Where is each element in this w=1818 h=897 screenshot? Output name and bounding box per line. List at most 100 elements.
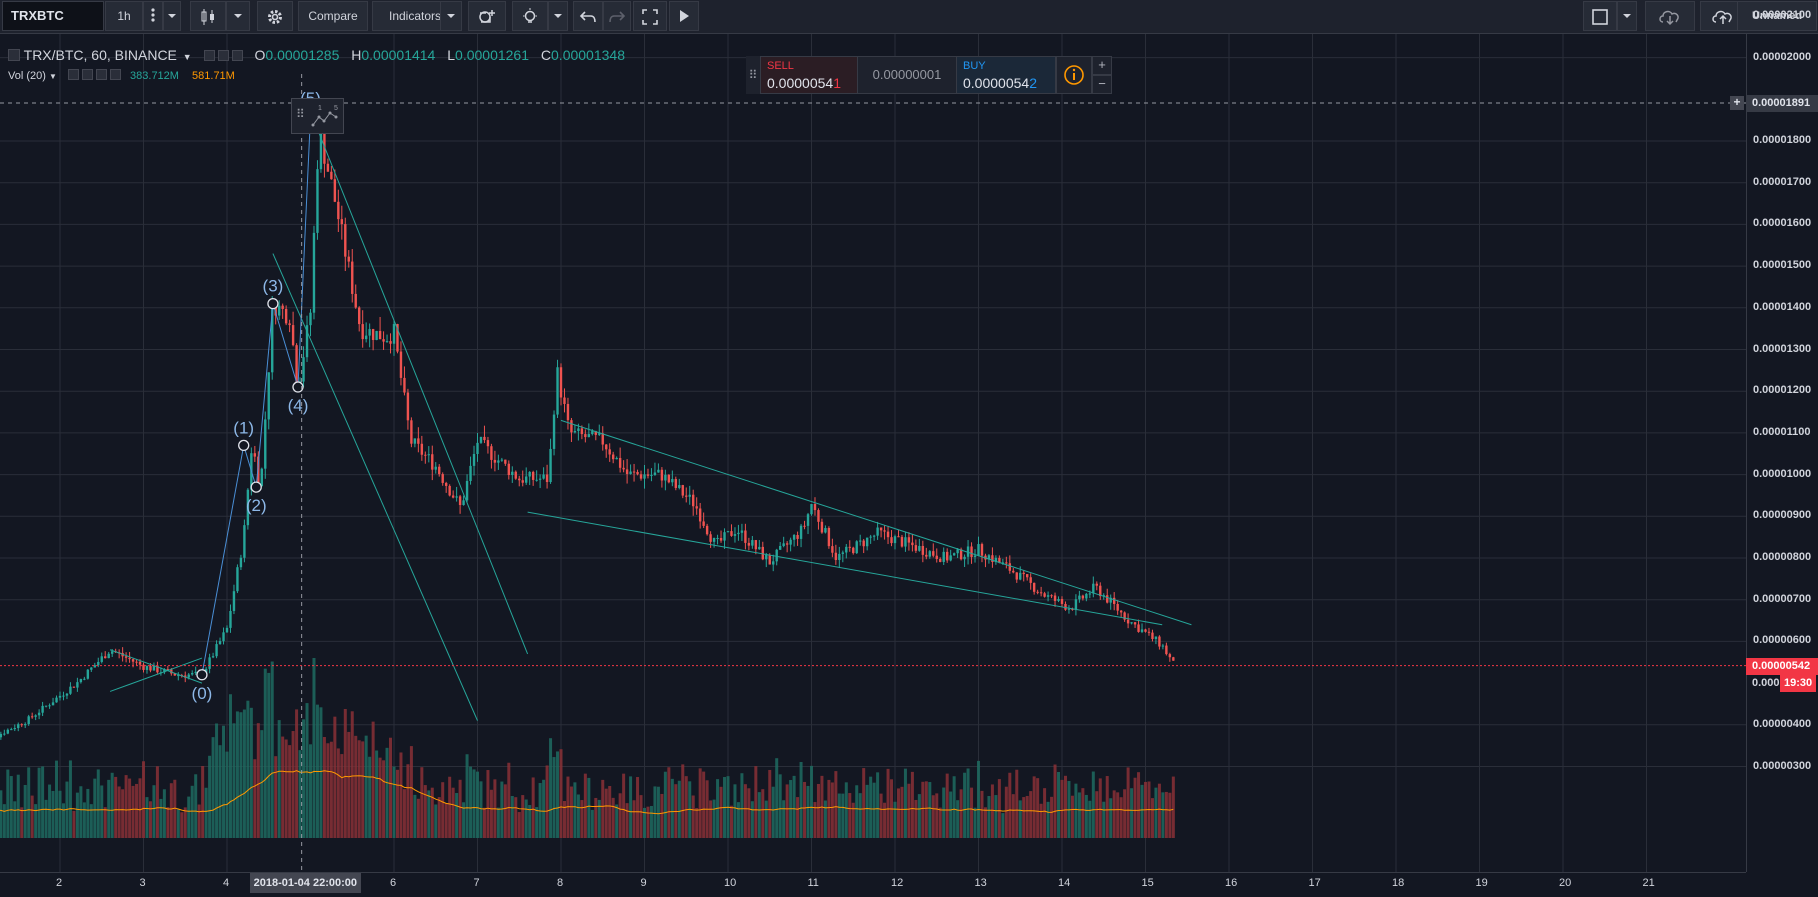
symbol-title[interactable]: TRX/BTC, 60, BINANCE (23, 47, 177, 63)
more-small-icon[interactable] (95, 69, 107, 80)
undo-button[interactable] (573, 1, 603, 31)
volume-bar (82, 802, 86, 838)
drawing-toolbar[interactable]: ⠿ 1 5 (291, 98, 344, 134)
volume-bar (1022, 797, 1026, 838)
chevron-down-icon[interactable]: ▼ (182, 52, 192, 62)
close-small-icon[interactable] (231, 50, 243, 61)
candle-body (935, 555, 938, 559)
add-plus-icon[interactable]: + (1730, 96, 1744, 111)
volume-bar (145, 797, 149, 838)
candle-body (100, 656, 103, 662)
volume-bar (566, 776, 570, 838)
time-axis[interactable]: 2 3 4 6 7 8 9 10 11 12 13 14 15 16 17 18 19 20 21 (0, 872, 1746, 897)
volume-bar (476, 771, 479, 838)
price-axis-label: 0.00001600 (1753, 217, 1812, 230)
candle-body (1060, 599, 1064, 604)
drag-handle-icon[interactable]: ⠿ (296, 107, 305, 121)
decrease-quantity-button[interactable]: − (1092, 75, 1112, 94)
candle-body (921, 545, 925, 555)
settings-small-icon[interactable] (81, 69, 93, 80)
candle-body (427, 454, 430, 456)
candle-body (76, 682, 79, 688)
volume-bar (225, 751, 229, 838)
volume-bar (1008, 772, 1012, 838)
chevron-down-icon[interactable]: ▼ (48, 72, 57, 81)
compare-button[interactable]: Compare (298, 1, 368, 31)
volume-bar (30, 795, 34, 838)
volume-bar (531, 777, 535, 838)
collapse-legend-icon[interactable] (8, 49, 20, 61)
interval-dropdown-button[interactable] (163, 1, 181, 31)
volume-bar (169, 783, 173, 838)
eye-icon[interactable] (203, 50, 215, 61)
volume-bar (462, 802, 466, 838)
cloud-upload-icon (1712, 10, 1732, 24)
load-layout-button[interactable] (1645, 1, 1695, 31)
fullscreen-button[interactable] (633, 1, 667, 31)
buy-button[interactable]: BUY 0.00000542 (956, 56, 1056, 94)
candle-body (639, 474, 643, 479)
price-chart[interactable]: (0)(1)(2)(3)(4)(5) (0, 34, 1746, 872)
volume-bar (966, 768, 970, 838)
chevron-down-icon (168, 14, 176, 18)
candle-body (573, 431, 577, 433)
sell-button[interactable]: SELL 0.00000541 (760, 56, 858, 94)
close-label: C (540, 47, 552, 63)
symbol-search-input[interactable]: TRXBTC (2, 1, 104, 31)
info-button[interactable] (1056, 56, 1092, 94)
redo-button[interactable] (603, 1, 631, 31)
ideas-dropdown-button[interactable] (548, 1, 568, 31)
layout-name-button[interactable]: Unnamed (1737, 1, 1817, 31)
candle-body (904, 537, 907, 547)
chart-style-dropdown-button[interactable] (226, 1, 250, 31)
volume-bar (559, 749, 563, 838)
volume-bar (222, 725, 226, 838)
increase-quantity-button[interactable]: + (1092, 56, 1112, 75)
candle-body (1099, 585, 1102, 597)
candle-body (225, 627, 229, 633)
candle-body (1005, 562, 1008, 564)
interval-menu-button[interactable] (143, 1, 163, 31)
volume-bar (253, 759, 257, 838)
drag-handle-icon[interactable]: ⠿ (746, 56, 760, 94)
candle-body (55, 697, 58, 703)
add-alert-icon (479, 10, 495, 23)
alert-button[interactable] (468, 1, 506, 31)
indicators-dropdown-button[interactable] (440, 1, 462, 31)
candle-body (577, 428, 580, 432)
candle-body (222, 632, 225, 642)
replay-button[interactable] (669, 1, 699, 31)
candle-body (413, 438, 417, 444)
ideas-button[interactable] (512, 1, 548, 31)
volume-bar (590, 809, 594, 838)
volume-bar (350, 711, 354, 838)
volume-bar (152, 785, 156, 838)
eye-icon[interactable] (67, 69, 79, 80)
settings-small-icon[interactable] (217, 50, 229, 61)
chart-style-button[interactable] (190, 1, 226, 31)
candle-body (650, 474, 653, 476)
candle-body (625, 469, 629, 474)
volume-bar (1137, 772, 1141, 838)
close-small-icon[interactable] (109, 69, 121, 80)
elliott-wave-tool-icon[interactable]: 1 5 (310, 103, 340, 129)
candle-body (1053, 595, 1057, 601)
volume-title[interactable]: Vol (20) (8, 70, 46, 82)
candle-body (187, 674, 190, 678)
candle-body (364, 335, 368, 340)
chevron-down-icon (447, 14, 455, 18)
candle-body (34, 715, 37, 717)
candle-body (284, 308, 288, 324)
layout-dropdown-button[interactable] (1617, 1, 1637, 31)
volume-bar (629, 776, 633, 838)
settings-button[interactable] (257, 1, 293, 31)
candle-body (1130, 622, 1133, 624)
wave-label: (1) (233, 418, 254, 437)
layout-button[interactable] (1583, 1, 1617, 31)
interval-button[interactable]: 1h (105, 1, 143, 31)
wave-label: (0) (192, 684, 213, 703)
price-axis[interactable]: 0.00002100 0.00002000 0.00001800 0.00001700… (1746, 9, 1818, 872)
high-label: H (351, 47, 362, 63)
candle-body (834, 552, 838, 560)
volume-bar (893, 801, 897, 838)
